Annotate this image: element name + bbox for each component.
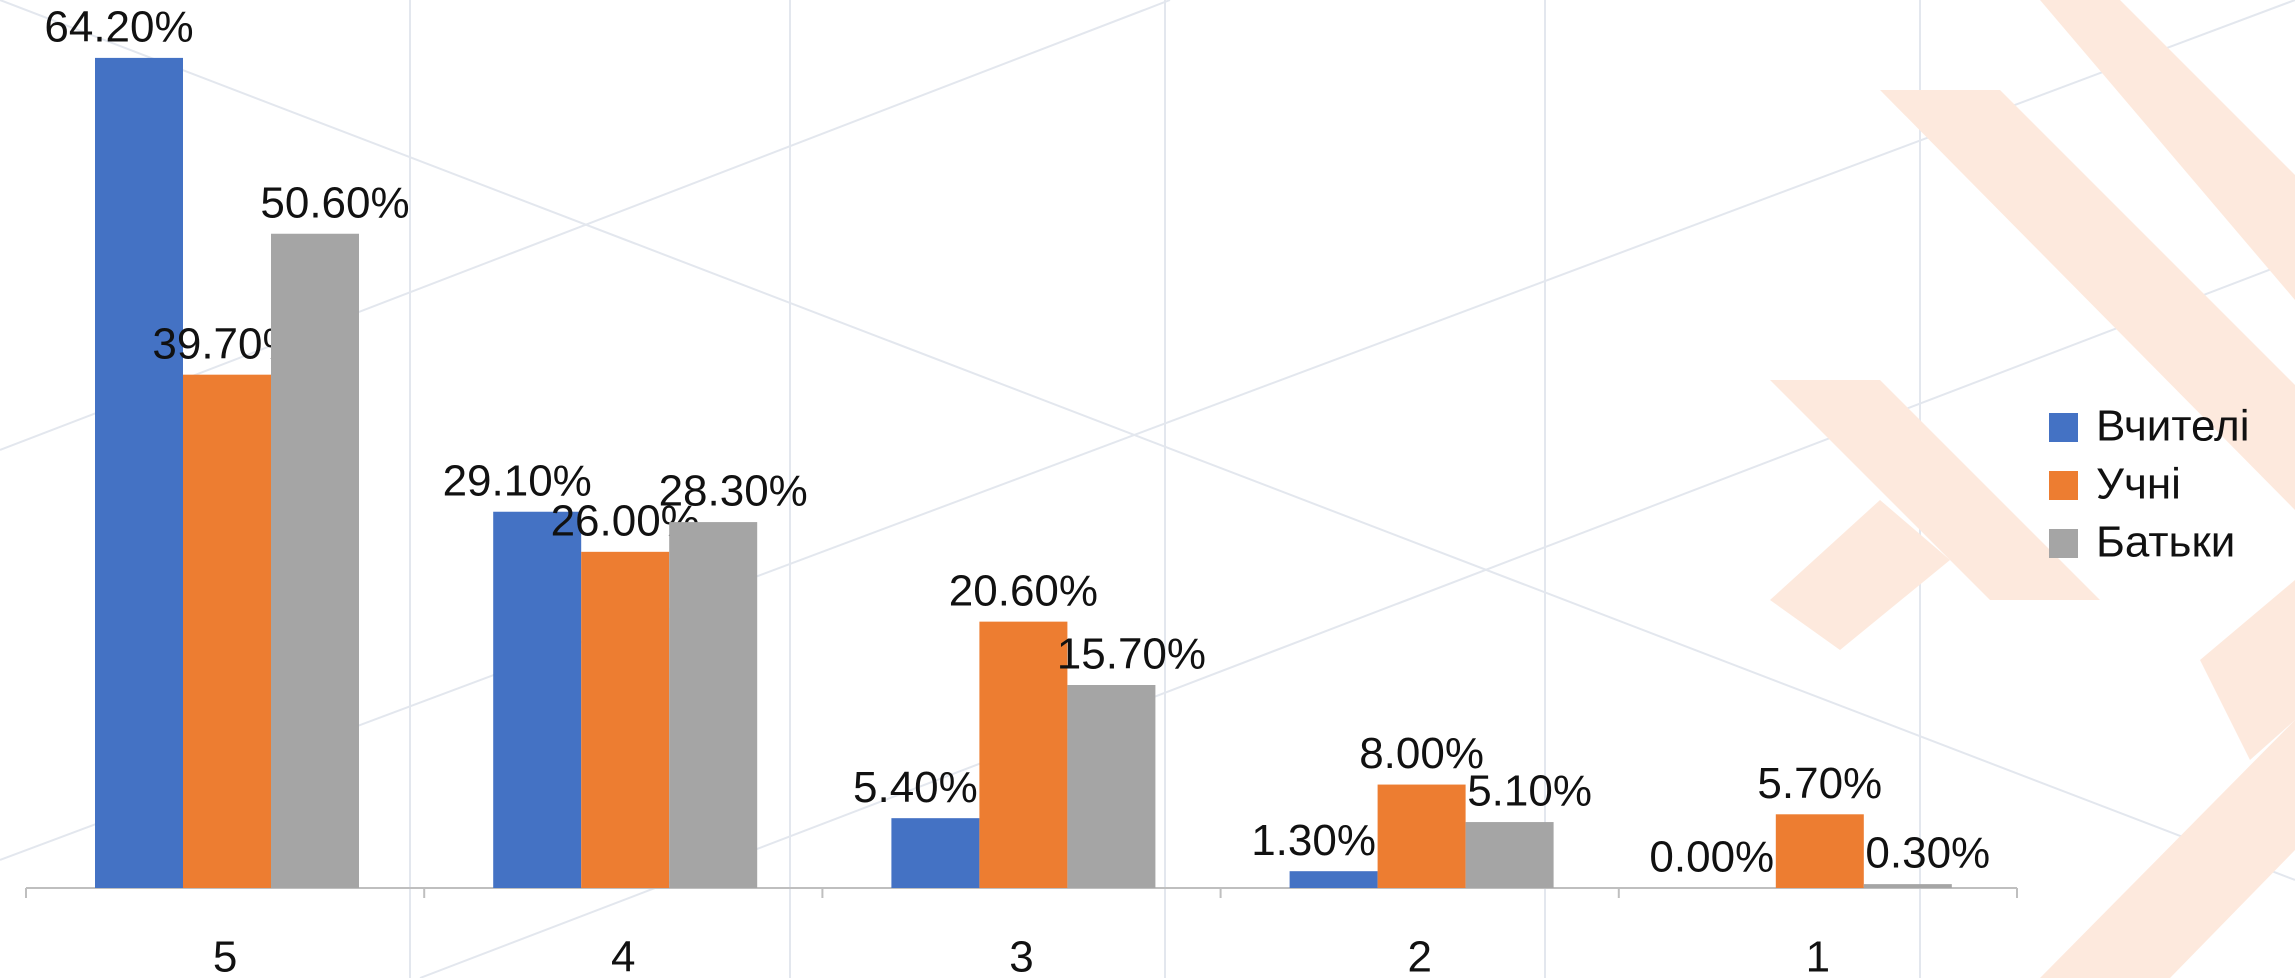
- legend-swatch: [2049, 413, 2078, 442]
- data-label: 1.30%: [1251, 816, 1376, 865]
- data-label: 28.30%: [659, 467, 808, 516]
- x-tick-label: 1: [1806, 933, 1830, 978]
- data-label: 29.10%: [443, 456, 592, 505]
- bar: [1863, 884, 1952, 888]
- bar: [669, 522, 758, 888]
- bar: [1377, 784, 1466, 888]
- x-tick-label: 4: [611, 933, 635, 978]
- bar: [1289, 871, 1378, 888]
- data-label: 5.10%: [1467, 767, 1592, 816]
- legend-swatch: [2049, 471, 2078, 500]
- bar: [493, 511, 582, 888]
- legend-label: Батьки: [2096, 518, 2235, 567]
- data-label: 0.30%: [1865, 829, 1990, 878]
- bar: [1067, 684, 1156, 888]
- bar: [979, 621, 1068, 888]
- x-tick-label: 3: [1009, 933, 1033, 978]
- legend-label: Учні: [2096, 460, 2181, 509]
- bar: [1465, 822, 1554, 888]
- data-label: 5.40%: [853, 763, 978, 812]
- data-label: 8.00%: [1359, 729, 1484, 778]
- bar: [95, 57, 183, 889]
- data-label: 64.20%: [44, 3, 193, 52]
- bar: [183, 374, 271, 889]
- bar: [271, 233, 359, 888]
- data-label: 0.00%: [1649, 833, 1774, 882]
- data-label: 15.70%: [1057, 630, 1206, 679]
- bar: [581, 551, 670, 888]
- data-label: 5.70%: [1757, 759, 1882, 808]
- x-tick-label: 2: [1407, 933, 1431, 978]
- bar: [891, 818, 980, 888]
- bar: [1775, 814, 1864, 888]
- legend-label: Вчителі: [2096, 402, 2250, 451]
- x-tick-label: 5: [213, 933, 237, 978]
- legend-swatch: [2049, 529, 2078, 558]
- data-label: 50.60%: [260, 178, 409, 227]
- data-label: 20.60%: [949, 566, 1098, 615]
